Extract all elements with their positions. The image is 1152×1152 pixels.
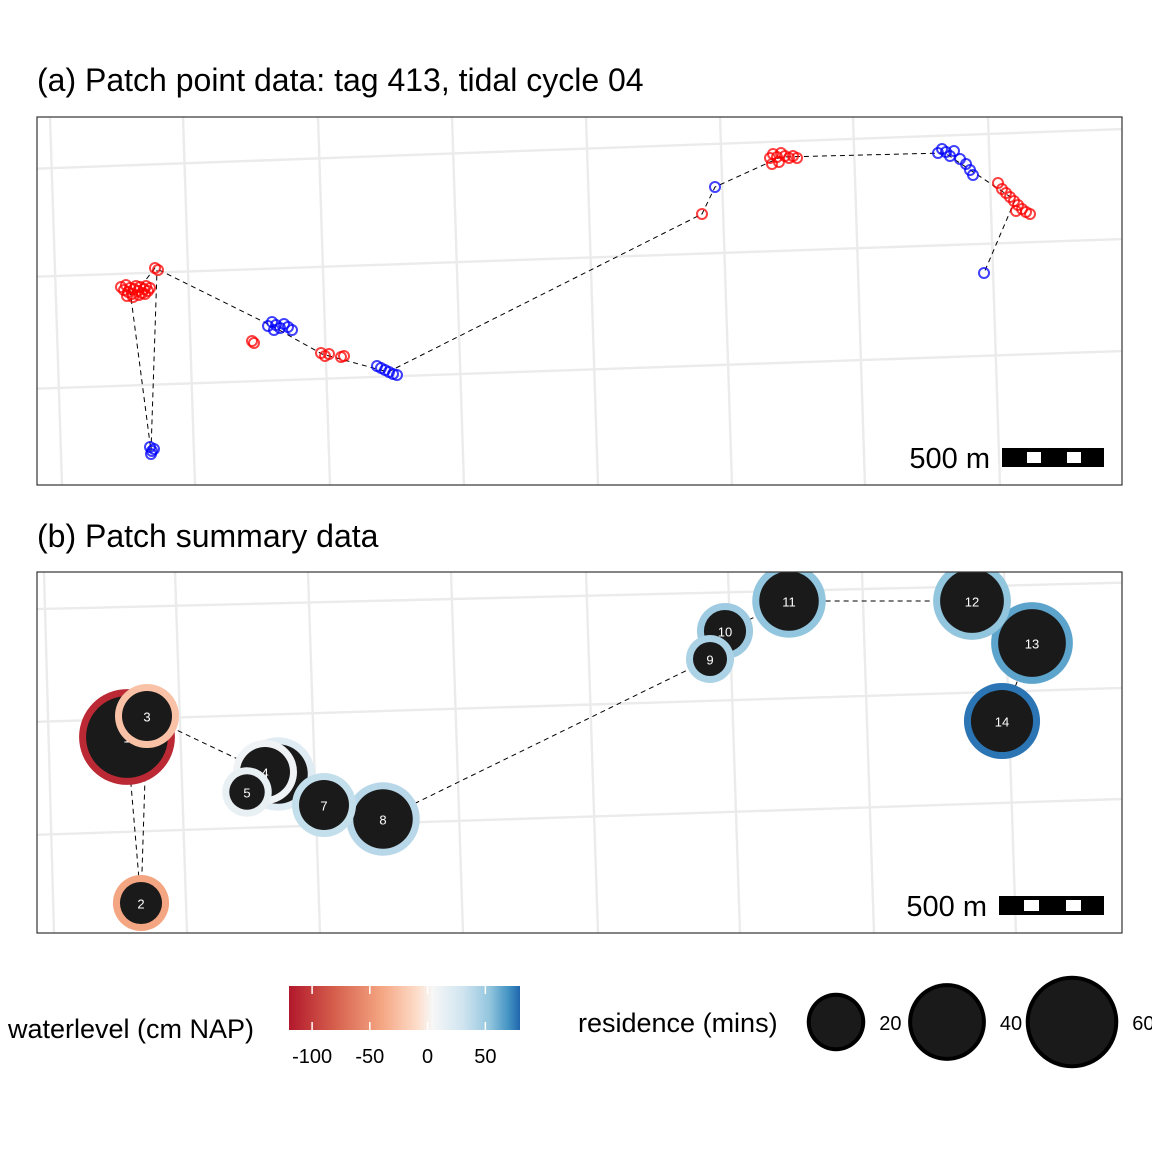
patch-core (119, 881, 163, 925)
patch-core (998, 609, 1066, 677)
panel-b-title: (b) Patch summary data (37, 518, 379, 554)
patch-core (970, 689, 1034, 753)
colorbar-tick-label: -50 (355, 1046, 384, 1068)
residence-key-core (1029, 979, 1115, 1065)
position-point (1024, 208, 1036, 220)
patch-14: 14 (963, 682, 1041, 760)
position-point (967, 169, 979, 181)
patch-label: 13 (1025, 637, 1039, 652)
position-point (773, 156, 785, 168)
position-point (696, 208, 708, 220)
patch-label: 5 (243, 786, 250, 801)
panel-a: 500 m (36, 116, 1123, 486)
patch-label: 4 (261, 766, 268, 781)
position-point (248, 337, 260, 349)
position-point (338, 350, 350, 362)
patch-8: 8 (346, 782, 420, 856)
patch-label: 11 (782, 595, 796, 610)
patch-label: 14 (995, 715, 1009, 730)
position-point (709, 181, 721, 193)
position-point (766, 158, 778, 170)
patch-core (353, 789, 413, 849)
panel-a-title: (a) Patch point data: tag 413, tidal cyc… (37, 62, 644, 98)
patch-label: 3 (143, 710, 150, 725)
scale-bar-a: 500 m (909, 443, 1104, 475)
patch-label: 8 (379, 813, 386, 828)
colorbar-tick-label: -100 (292, 1046, 332, 1068)
position-point (323, 348, 335, 360)
patch-12: 12 (933, 572, 1011, 640)
position-point (152, 264, 164, 276)
patch-7: 7 (292, 773, 356, 837)
waterlevel-legend-title: waterlevel (cm NAP) (7, 1014, 254, 1044)
colorbar-tick-label: 0 (422, 1046, 433, 1068)
position-point (148, 443, 160, 455)
position-point (978, 267, 990, 279)
position-point (139, 288, 151, 300)
position-point (133, 289, 145, 301)
position-point (121, 290, 133, 302)
patch-core (759, 572, 819, 631)
residence-legend-title: residence (mins) (578, 1008, 778, 1038)
patch-label: 7 (320, 799, 327, 814)
position-point (286, 324, 298, 336)
patch-9: 9 (685, 634, 735, 684)
patch-label: 12 (965, 595, 979, 610)
residence-key-label: 20 (879, 1013, 901, 1035)
patch-core (692, 641, 728, 677)
position-point (1010, 205, 1022, 217)
patch-13: 13 (991, 602, 1073, 684)
position-point (246, 335, 258, 347)
scale-bar-b: 500 m (906, 891, 1104, 923)
patch-2: 2 (112, 874, 170, 932)
patch-core (122, 691, 172, 741)
residence-key-core (912, 987, 982, 1057)
patch-11: 11 (752, 572, 826, 638)
residence-key-core (810, 996, 862, 1048)
panel-b-frame (36, 571, 1123, 934)
patch-label: 2 (137, 897, 144, 912)
patch-label: 10 (718, 625, 732, 640)
patch-core (940, 572, 1004, 633)
patch-3: 3 (115, 684, 179, 748)
residence-key-label: 40 (1000, 1013, 1022, 1035)
panel-b: 1131214681134721059 500 m (36, 571, 1123, 934)
position-point (391, 369, 403, 381)
scale-bar-label: 500 m (909, 443, 990, 475)
patch-label: 9 (706, 653, 713, 668)
waterlevel-colorbar (289, 986, 520, 1030)
movement-track (140, 152, 1016, 373)
panel-a-grid (37, 117, 1122, 485)
legend: waterlevel (cm NAP) -100 -50 0 50 residence… (7, 975, 1152, 1069)
position-point (791, 152, 803, 164)
colorbar-tick-label: 50 (474, 1046, 496, 1068)
position-point (948, 145, 960, 157)
position-point (268, 324, 280, 336)
patch-5: 5 (222, 767, 272, 817)
residence-key-label: 60 (1132, 1013, 1152, 1035)
panel-a-frame (36, 116, 1123, 486)
position-point (127, 291, 139, 303)
scale-bar-label: 500 m (906, 891, 987, 923)
patch-core (229, 774, 265, 810)
patch-core (299, 780, 349, 830)
